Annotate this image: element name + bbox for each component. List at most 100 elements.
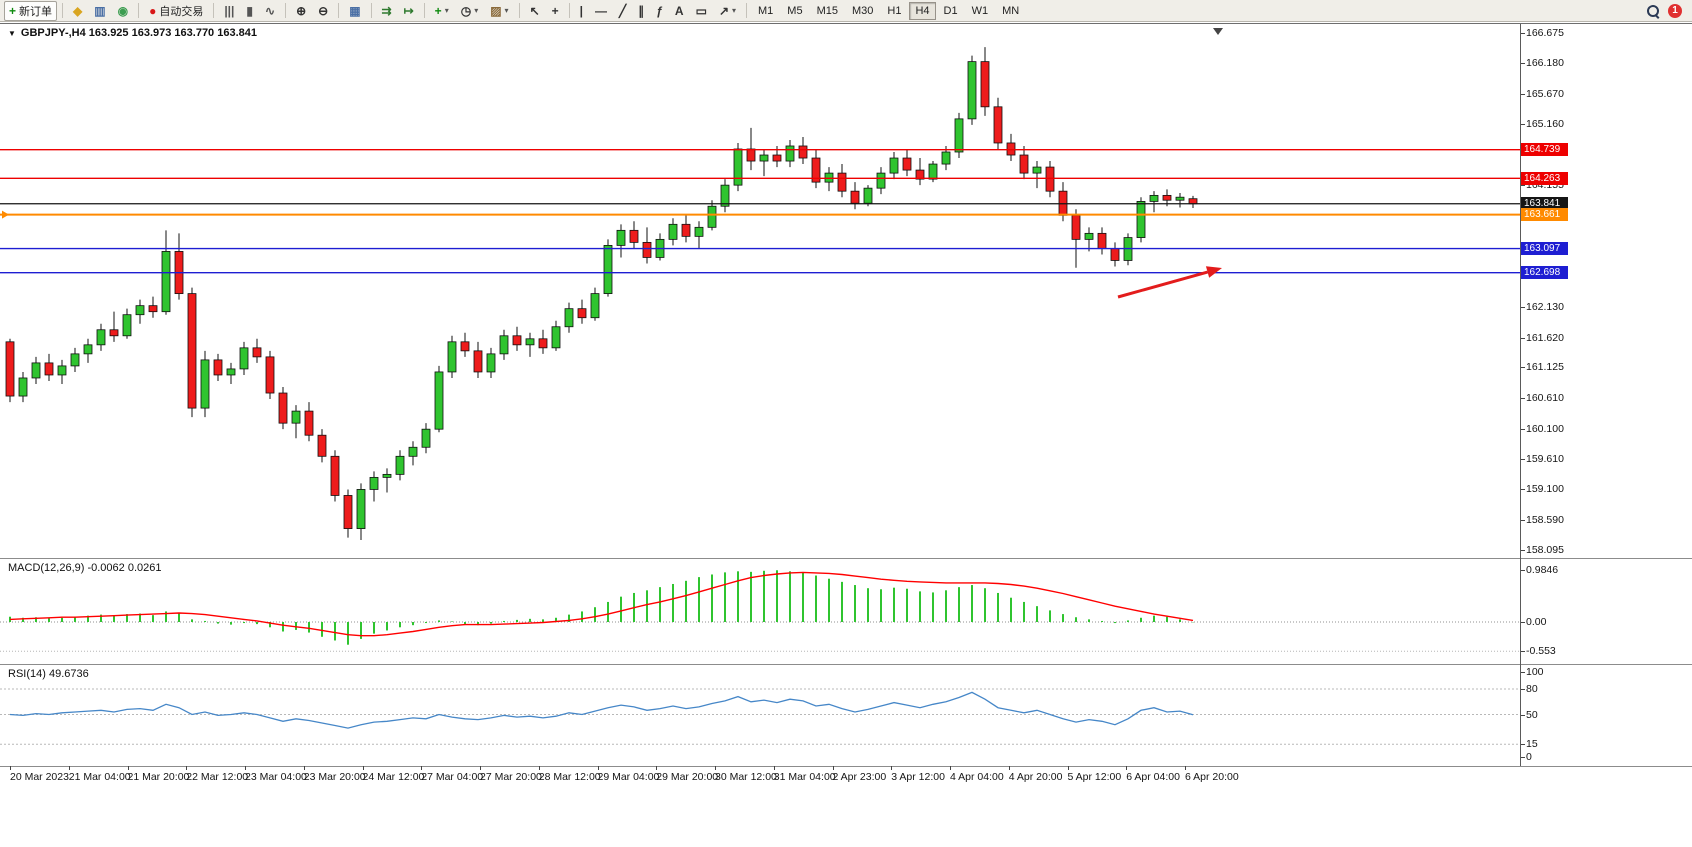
timeframe-button-m5[interactable]: M5	[787, 4, 803, 17]
candle	[577, 308, 587, 319]
timeframe-button-mn[interactable]: MN	[1002, 4, 1020, 17]
chart-shift-icon[interactable]: ↦	[399, 1, 419, 21]
rsi-axis-label: 100	[1521, 666, 1544, 678]
rsi-panel-separator[interactable]	[0, 664, 1692, 665]
candle	[96, 329, 106, 346]
zoom-out-icon[interactable]: ⊖	[313, 1, 333, 21]
periods-button[interactable]: ◷ ▾	[456, 1, 484, 21]
candle	[1188, 198, 1198, 205]
time-axis[interactable]: 20 Mar 2023 21 Mar 04:00 21 Mar 20:00 22 Ma…	[0, 766, 1692, 792]
rsi-label: RSI(14) 49.6736	[8, 668, 89, 680]
price-chart-canvas[interactable]	[0, 24, 1520, 558]
macd-label: MACD(12,26,9) -0.0062 0.0261	[8, 562, 162, 574]
line-chart-icon[interactable]: ∿	[260, 1, 280, 21]
candle	[759, 154, 769, 162]
text-icon[interactable]: A	[670, 1, 689, 21]
new-order-button[interactable]: + 新订单	[4, 0, 58, 21]
candlestick-chart-icon-glyph: ▮	[246, 3, 254, 18]
autotrading-button[interactable]: ● 自动交易	[144, 1, 208, 21]
time-axis-border	[0, 766, 1692, 767]
price-axis-label: 160.610	[1521, 392, 1564, 405]
candle	[681, 223, 691, 237]
time-axis-label: 29 Mar 04:00	[597, 766, 660, 783]
search-button[interactable]	[1642, 1, 1664, 21]
rsi-canvas[interactable]	[0, 664, 1520, 766]
toolbar-separator	[746, 3, 748, 18]
candle	[551, 326, 561, 349]
text-label-icon-glyph: ▭	[695, 3, 707, 18]
candle	[44, 362, 54, 376]
new-order-button-label: 新订单	[19, 5, 53, 18]
trendline-icon[interactable]: ╱	[614, 1, 631, 21]
bar-chart-icon[interactable]: |||	[219, 1, 239, 21]
arrow-annotation[interactable]	[1117, 266, 1222, 299]
fibonacci-icon[interactable]: ƒ	[651, 1, 668, 21]
timeframe-button-m30[interactable]: M30	[851, 4, 874, 17]
arrows-button[interactable]: ↗ ▾	[714, 1, 741, 21]
fibonacci-icon-glyph: ƒ	[656, 3, 663, 18]
cursor-icon-glyph: ↖	[529, 3, 540, 18]
one-click-trading-toggle[interactable]: ▼	[8, 28, 16, 38]
macd-canvas[interactable]	[0, 558, 1520, 664]
time-axis-label: 29 Mar 20:00	[656, 766, 719, 783]
candle	[226, 368, 236, 376]
price-axis[interactable]: 166.675166.180165.670165.160164.683164.1…	[1520, 24, 1691, 766]
timeframe-button-m1[interactable]: M1	[758, 4, 774, 17]
candle	[5, 341, 15, 397]
cursor-icon[interactable]: ↖	[525, 1, 545, 21]
tile-windows-icon[interactable]: ▦	[344, 1, 365, 21]
time-axis-label: 27 Mar 20:00	[480, 766, 542, 783]
candle	[252, 347, 262, 358]
zoom-in-icon[interactable]: ⊕	[291, 1, 311, 21]
market-watch-icon[interactable]: ◆	[68, 1, 87, 21]
vertical-line-icon[interactable]: |	[575, 1, 588, 21]
candle	[772, 154, 782, 162]
candle	[941, 151, 951, 165]
candlestick-chart-icon[interactable]: ▮	[241, 1, 258, 21]
candle	[902, 157, 912, 171]
auto-scroll-icon[interactable]: ⇉	[377, 1, 397, 21]
bar-chart-icon-glyph: |||	[224, 3, 235, 18]
chart-shift-marker[interactable]	[1213, 28, 1223, 35]
candle	[1175, 196, 1185, 201]
data-window-icon[interactable]: ▥	[89, 1, 110, 21]
price-axis-label: 160.100	[1521, 423, 1564, 436]
rsi-axis-label: 15	[1521, 738, 1538, 751]
macd-panel-separator[interactable]	[0, 558, 1692, 559]
time-axis-label: 22 Mar 12:00	[186, 766, 249, 783]
price-tag-162.698: 162.698	[1521, 266, 1568, 280]
candle	[109, 329, 119, 337]
price-axis-label: 161.125	[1521, 361, 1564, 374]
indicators-button[interactable]: + ▾	[430, 1, 454, 21]
rsi-axis-label: 80	[1521, 683, 1538, 695]
equidistant-channel-icon-glyph: ∥	[638, 3, 645, 18]
candle	[811, 157, 821, 183]
timeframe-button-w1[interactable]: W1	[971, 4, 989, 17]
time-axis-label: 6 Apr 04:00	[1126, 766, 1180, 783]
market-watch-icon-glyph: ◆	[73, 3, 83, 18]
candle	[369, 476, 379, 490]
macd-histogram	[9, 570, 1194, 645]
time-axis-label: 21 Mar 20:00	[127, 766, 190, 783]
candle	[590, 293, 600, 319]
templates-button[interactable]: ▨ ▾	[485, 1, 513, 21]
text-label-icon[interactable]: ▭	[691, 1, 712, 21]
time-axis-label: 6 Apr 20:00	[1185, 766, 1239, 783]
timeframe-button-h1[interactable]: H1	[887, 4, 902, 17]
periods-button-glyph: ◷	[460, 3, 472, 18]
candle	[161, 251, 171, 313]
horizontal-line-icon[interactable]: —	[590, 1, 612, 21]
timeframe-button-d1[interactable]: D1	[943, 4, 958, 17]
timeframe-button-m15[interactable]: M15	[816, 4, 838, 17]
navigator-icon[interactable]: ◉	[113, 1, 133, 21]
tile-windows-icon-glyph: ▦	[349, 3, 361, 18]
timeframe-button-h4[interactable]: H4	[909, 1, 936, 20]
crosshair-icon-glyph: +	[551, 3, 559, 18]
equidistant-channel-icon[interactable]: ∥	[633, 1, 649, 21]
candle	[1097, 232, 1107, 249]
time-axis-label: 23 Mar 04:00	[245, 766, 307, 783]
crosshair-icon[interactable]: +	[547, 1, 564, 21]
notification-badge: 1	[1668, 3, 1682, 18]
macd-axis-label: -0.553	[1521, 645, 1556, 658]
toolbar-separator	[568, 3, 570, 18]
